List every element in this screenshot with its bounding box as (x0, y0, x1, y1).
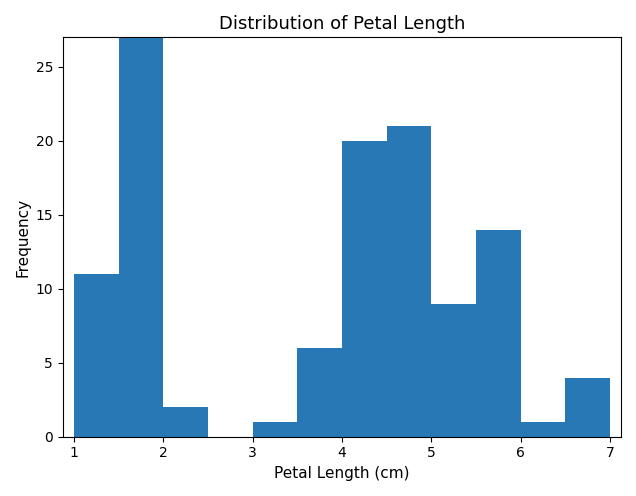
Bar (119, 0, 163, 436)
Bar (431, 304, 476, 436)
X-axis label: Petal Length (cm): Petal Length (cm) (274, 466, 410, 481)
Bar (520, 422, 565, 436)
Bar (565, 377, 610, 436)
Bar (297, 348, 342, 436)
Bar (163, 407, 208, 436)
Bar (252, 422, 297, 436)
Bar (74, 274, 119, 436)
Bar (476, 230, 520, 436)
Y-axis label: Frequency: Frequency (15, 197, 30, 277)
Bar (387, 126, 431, 436)
Bar (342, 141, 387, 436)
Title: Distribution of Petal Length: Distribution of Petal Length (219, 15, 465, 33)
